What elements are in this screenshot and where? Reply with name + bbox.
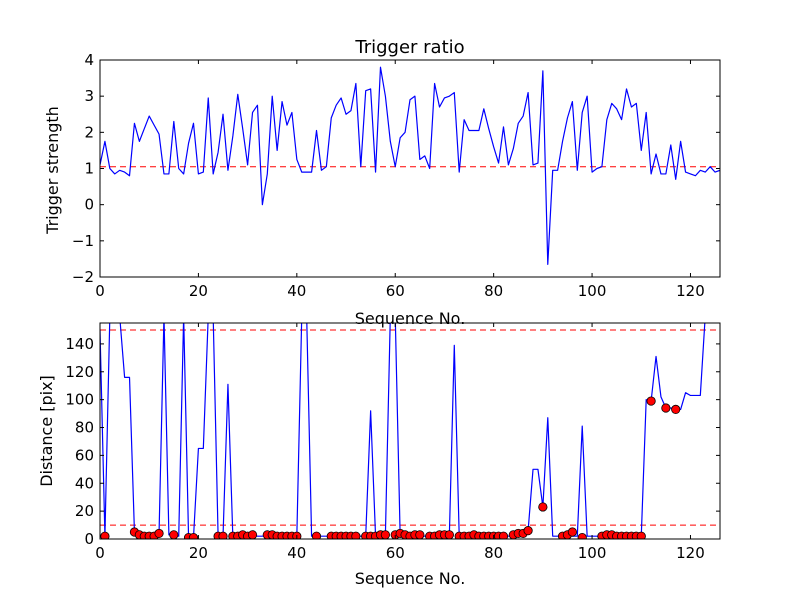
data-point-marker (415, 530, 425, 539)
data-point-marker (100, 531, 110, 539)
y-tick-label: 100 (65, 391, 94, 409)
data-point-marker (636, 531, 646, 539)
x-tick-label: 20 (189, 282, 208, 300)
y-tick-label: 2 (84, 123, 94, 141)
data-point-marker (444, 530, 454, 539)
x-tick-label: 60 (386, 282, 405, 300)
x-tick-label: 120 (676, 544, 705, 562)
x-axis-label: Sequence No. (355, 309, 466, 328)
data-point-marker (154, 528, 164, 539)
y-tick-label: 80 (75, 419, 94, 437)
plot-content (100, 323, 720, 539)
trigger-ratio-chart: Trigger ratio Sequence No. Trigger stren… (43, 37, 721, 328)
data-point-marker (498, 531, 509, 539)
plot-content (100, 66, 720, 265)
y-tick-label: 120 (65, 363, 94, 381)
y-tick-label: 3 (84, 87, 94, 105)
data-point-marker (577, 533, 587, 539)
y-tick-label: 140 (65, 335, 94, 353)
data-point-marker (218, 531, 228, 539)
x-tick-label: 20 (189, 544, 208, 562)
axes-frame (99, 322, 721, 540)
y-tick-label: 0 (84, 530, 94, 548)
y-tick-label: 4 (84, 51, 94, 69)
data-point-marker (523, 526, 533, 536)
data-point-marker (311, 531, 322, 539)
x-tick-label: 100 (578, 282, 607, 300)
x-axis-label: Sequence No. (355, 569, 466, 588)
data-point-marker (247, 530, 258, 539)
data-point-marker (380, 530, 390, 539)
x-tick-label: 120 (676, 282, 705, 300)
y-tick-label: 1 (84, 160, 94, 178)
x-tick-label: 0 (95, 544, 105, 562)
x-tick-label: 60 (386, 544, 405, 562)
data-point-marker (661, 403, 671, 413)
data-point-marker (169, 530, 179, 539)
data-point-marker (351, 531, 361, 539)
y-tick-label: 60 (75, 446, 94, 464)
distance-chart: Sequence No. Distance [pix] 0 20 40 60 80 100… (37, 322, 721, 588)
x-tick-label: 80 (484, 282, 503, 300)
y-tick-label: 20 (75, 502, 94, 520)
x-tick-label: 100 (578, 544, 607, 562)
y-tick-label: −1 (72, 232, 94, 250)
data-point-marker (671, 404, 681, 414)
plot-area: 0 20 40 60 80 100 120 0 20 40 60 80 100 120 140 (65, 322, 721, 562)
y-tick-label: 0 (84, 196, 94, 214)
y-axis-label: Trigger strength (43, 106, 62, 235)
y-tick-label: −2 (72, 268, 94, 286)
x-tick-label: 80 (484, 544, 503, 562)
data-point-marker (538, 502, 548, 512)
y-tick-label: 40 (75, 474, 94, 492)
data-point-marker (567, 527, 577, 537)
data-point-marker (188, 533, 199, 539)
chart-title: Trigger ratio (354, 37, 464, 58)
x-tick-label: 40 (287, 544, 306, 562)
data-point-marker (646, 396, 656, 406)
plot-area: 0 20 40 60 80 100 120 −2 −1 0 1 2 3 4 (72, 51, 721, 300)
x-tick-label: 0 (95, 282, 105, 300)
y-axis-label: Distance [pix] (37, 375, 56, 487)
x-tick-label: 40 (287, 282, 306, 300)
series-line (100, 66, 720, 265)
